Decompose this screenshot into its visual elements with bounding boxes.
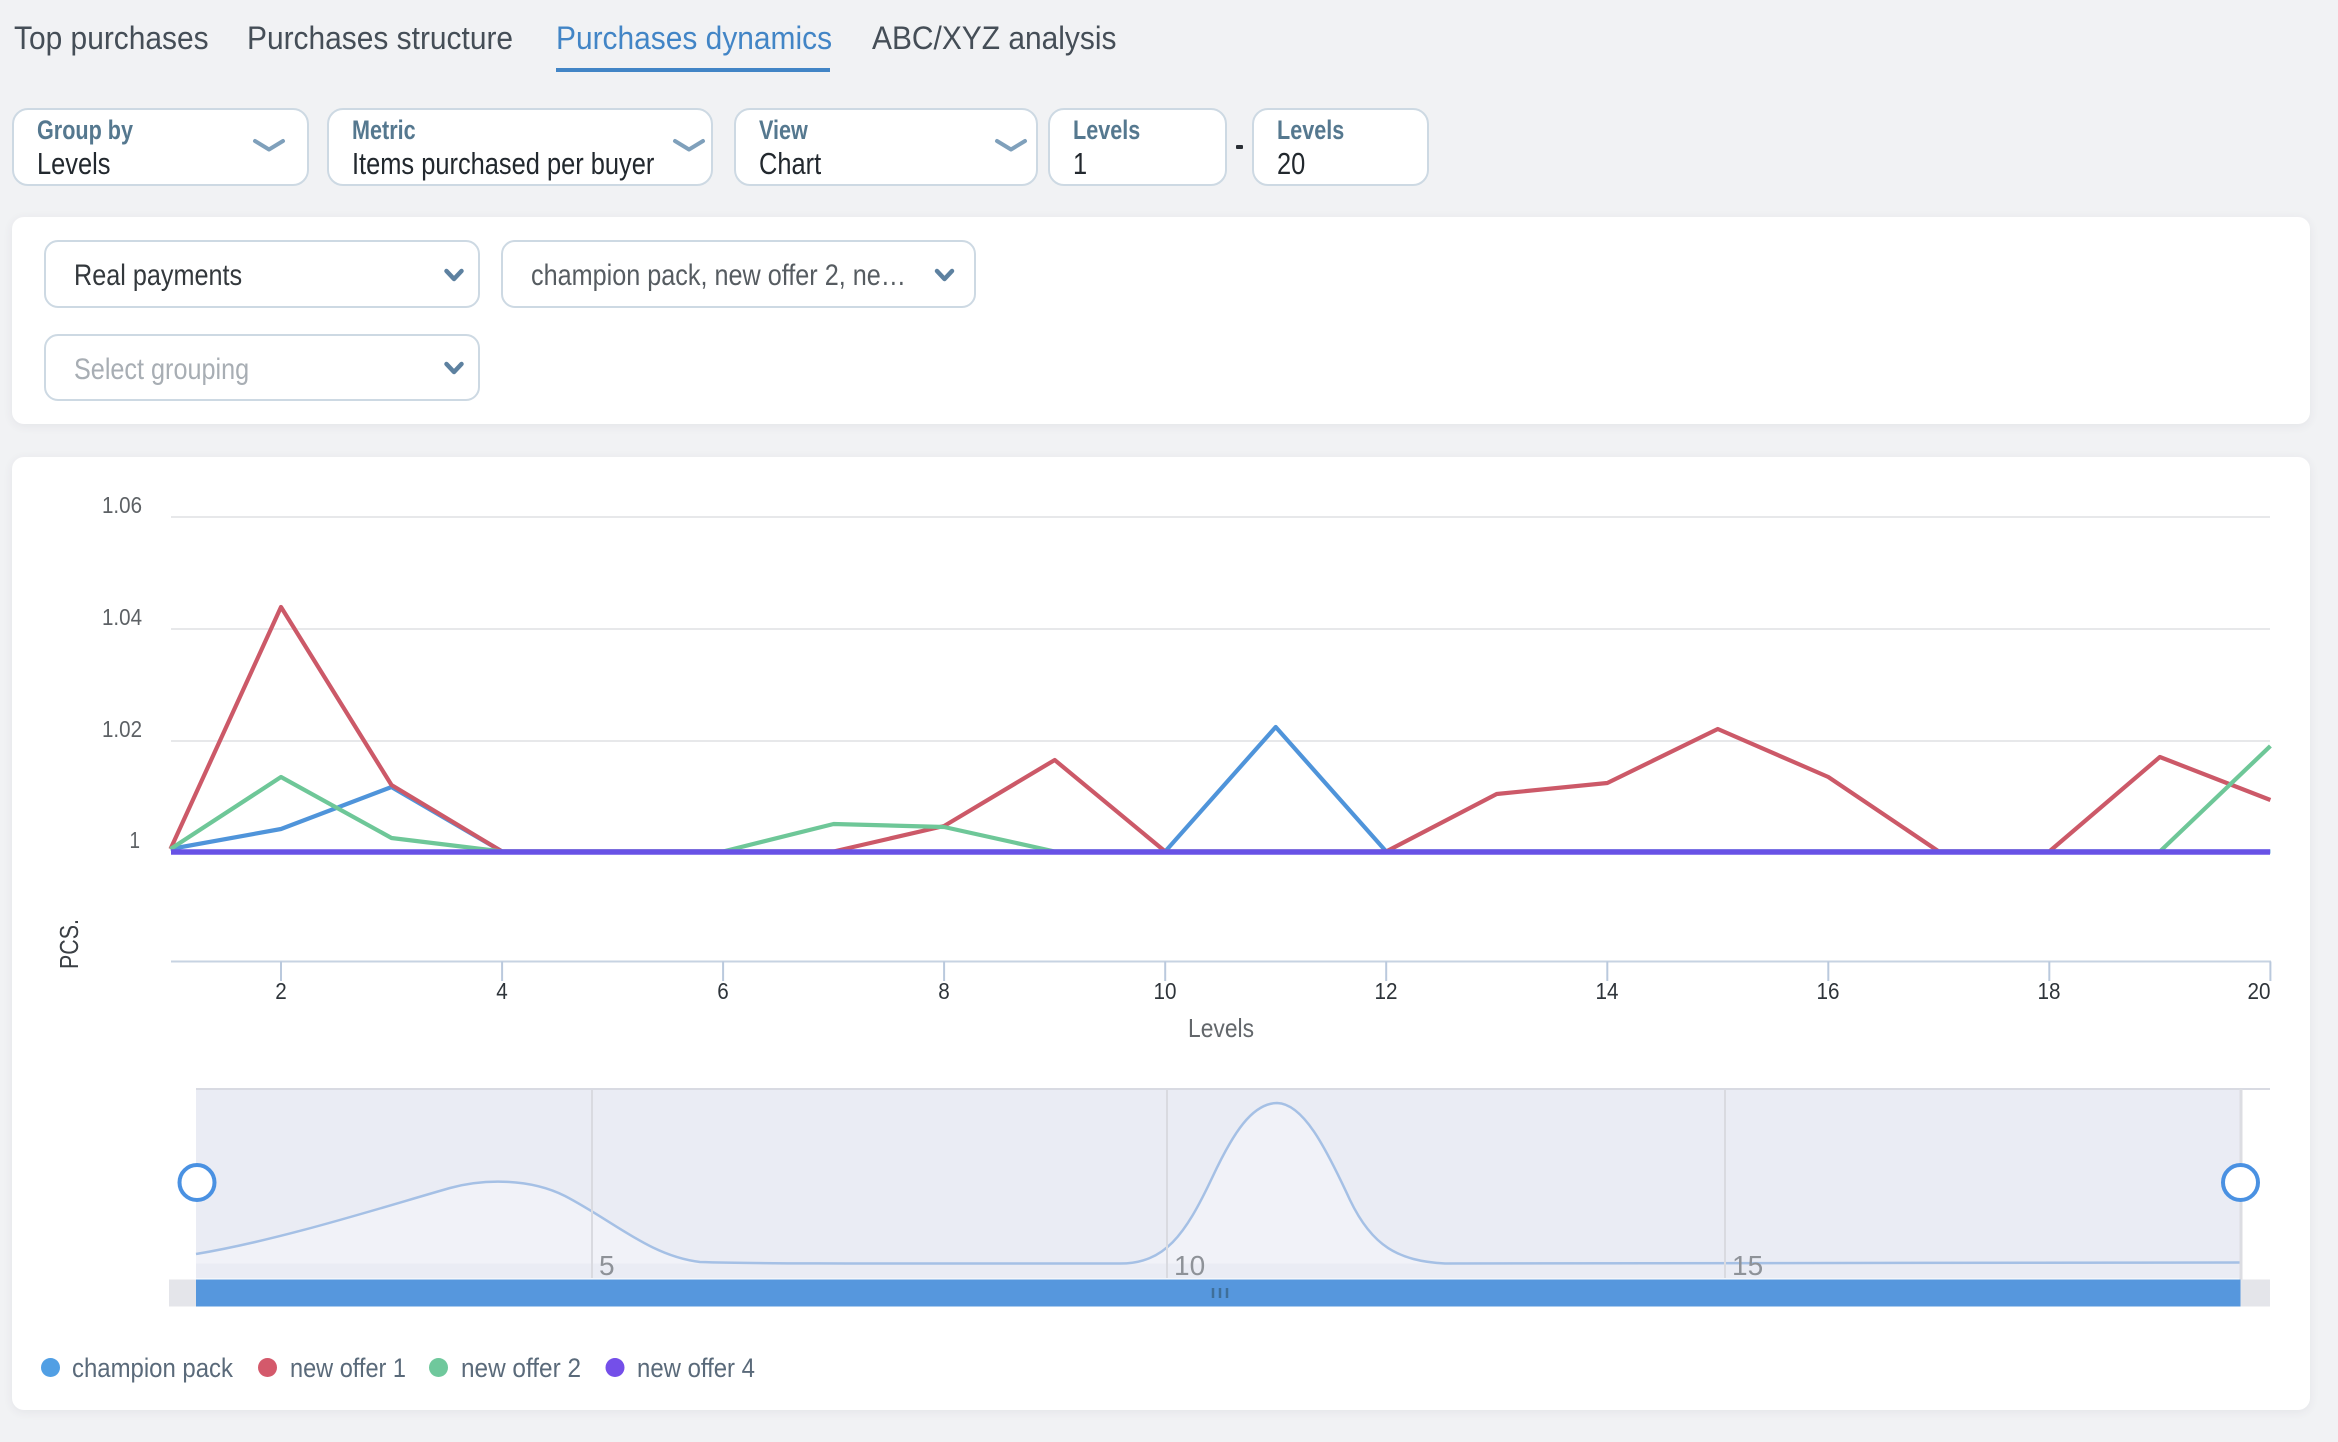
svg-text:PCS.: PCS. bbox=[54, 919, 84, 969]
svg-text:new offer 2: new offer 2 bbox=[461, 1353, 581, 1383]
svg-text:6: 6 bbox=[717, 978, 729, 1004]
svg-text:1.02: 1.02 bbox=[102, 716, 142, 742]
svg-text:20: 20 bbox=[2248, 978, 2271, 1004]
svg-text:2: 2 bbox=[275, 978, 287, 1004]
svg-text:15: 15 bbox=[1732, 1250, 1763, 1281]
svg-text:1: 1 bbox=[130, 827, 141, 853]
svg-text:14: 14 bbox=[1596, 978, 1619, 1004]
svg-text:4: 4 bbox=[496, 978, 508, 1004]
svg-text:5: 5 bbox=[599, 1250, 615, 1281]
svg-text:8: 8 bbox=[938, 978, 950, 1004]
svg-text:1.04: 1.04 bbox=[102, 604, 142, 630]
svg-text:10: 10 bbox=[1174, 1250, 1205, 1281]
svg-text:18: 18 bbox=[2038, 978, 2061, 1004]
svg-text:10: 10 bbox=[1154, 978, 1177, 1004]
svg-text:12: 12 bbox=[1375, 978, 1398, 1004]
svg-text:new offer 1: new offer 1 bbox=[290, 1353, 406, 1383]
svg-text:champion pack: champion pack bbox=[72, 1353, 233, 1383]
svg-text:Levels: Levels bbox=[1188, 1013, 1254, 1043]
svg-text:16: 16 bbox=[1817, 978, 1840, 1004]
svg-text:new offer 4: new offer 4 bbox=[637, 1353, 755, 1383]
svg-text:1.06: 1.06 bbox=[102, 492, 142, 518]
